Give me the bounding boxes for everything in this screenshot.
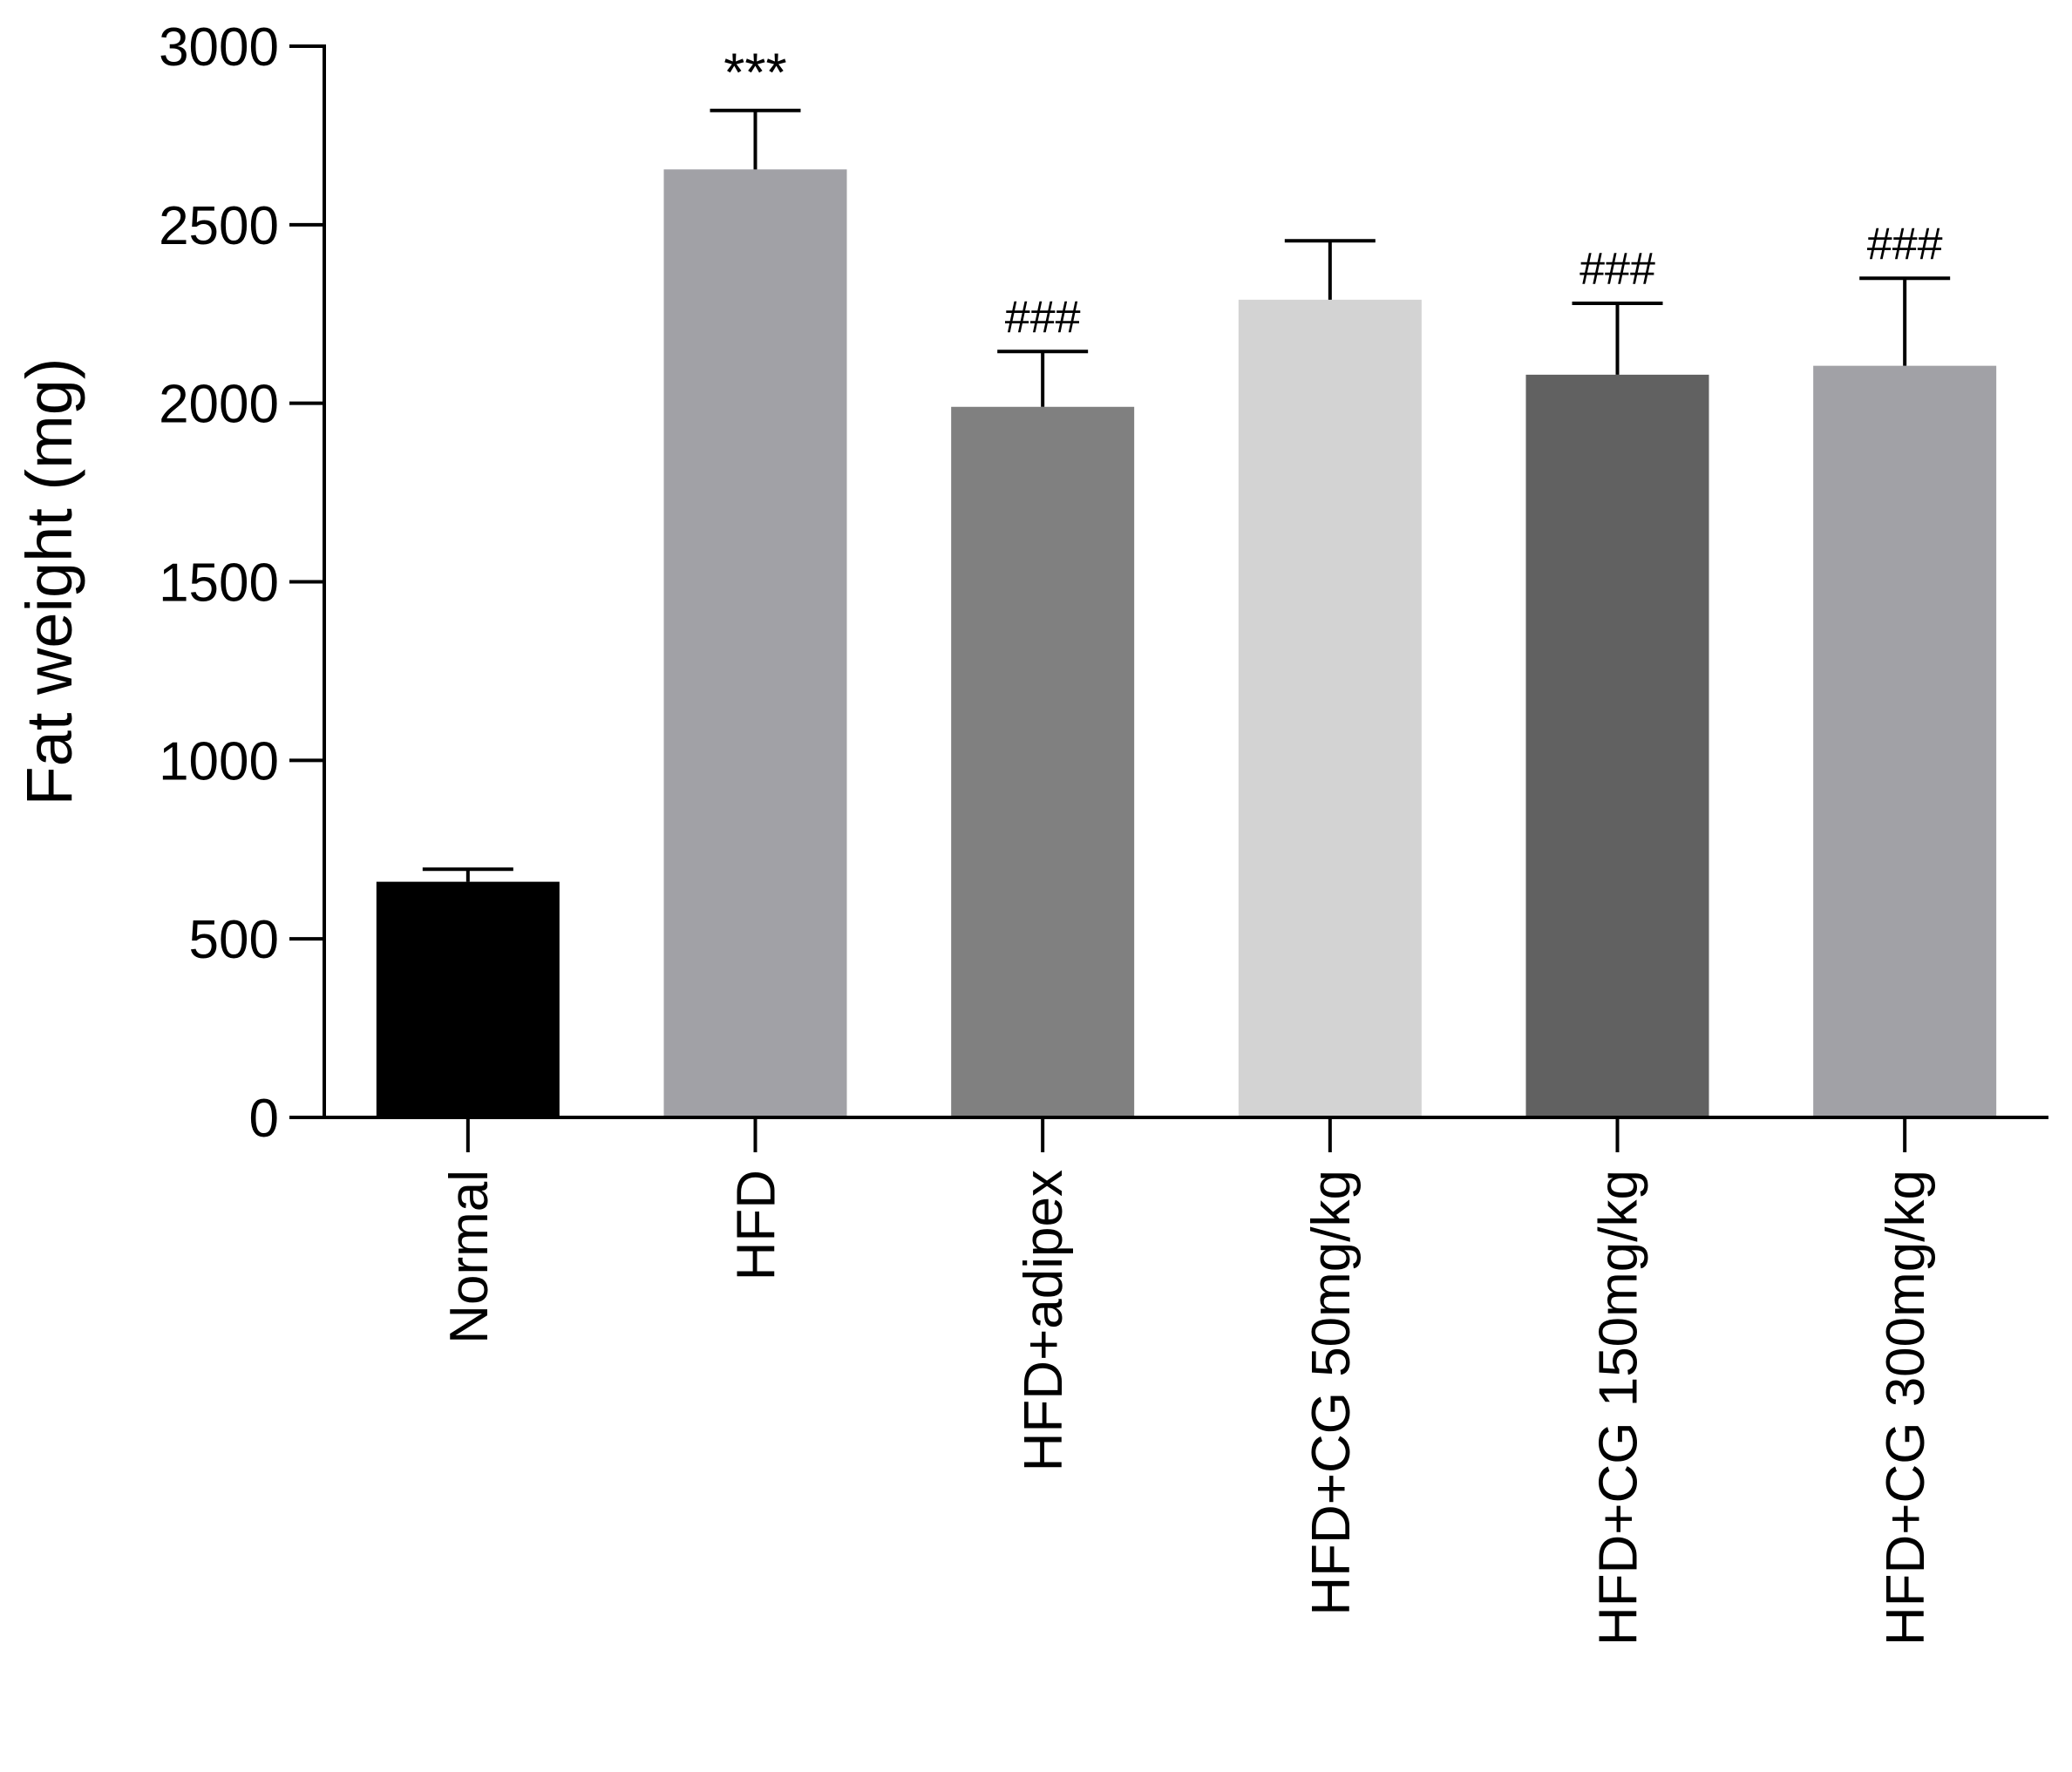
significance-label: ### (1579, 244, 1655, 295)
y-tick-label: 2500 (159, 196, 279, 256)
x-tick-label: HFD+adipex (1014, 1170, 1074, 1471)
annotations-layer: *** ### ### ### (724, 44, 1942, 343)
y-tick-label: 1000 (159, 731, 279, 791)
bar (951, 406, 1135, 1118)
y-tick-label: 3000 (159, 17, 279, 78)
x-tick-label: HFD+CG 50mg/kg (1301, 1170, 1362, 1616)
y-axis-label: Fat weight (mg) (13, 357, 85, 805)
x-ticks-layer: Normal HFD HFD+adipex HFD+CG 50mg/kg HFD+CG … (439, 1117, 1936, 1646)
bar (1525, 374, 1709, 1118)
x-tick-label: HFD+CG 300mg/kg (1876, 1170, 1936, 1646)
bar (1238, 299, 1422, 1117)
bar (663, 169, 847, 1118)
y-tick-label: 2000 (159, 375, 279, 435)
x-tick-label: HFD (727, 1170, 787, 1280)
bar (376, 881, 560, 1117)
x-tick-label: Normal (439, 1170, 499, 1344)
y-ticks-layer: 0 500 1000 1500 2000 2500 3000 (159, 17, 324, 1149)
y-tick-label: 500 (189, 910, 279, 970)
bar (1813, 365, 1997, 1117)
significance-label: ### (1005, 292, 1081, 343)
bars-layer (376, 169, 1997, 1118)
error-bars-layer (422, 108, 1951, 882)
y-tick-label: 1500 (159, 553, 279, 614)
significance-label: ### (1867, 219, 1943, 269)
axes-layer (323, 44, 2048, 1119)
y-tick-label: 0 (249, 1089, 279, 1149)
x-tick-label: HFD+CG 150mg/kg (1589, 1170, 1649, 1646)
significance-label: *** (724, 44, 786, 104)
